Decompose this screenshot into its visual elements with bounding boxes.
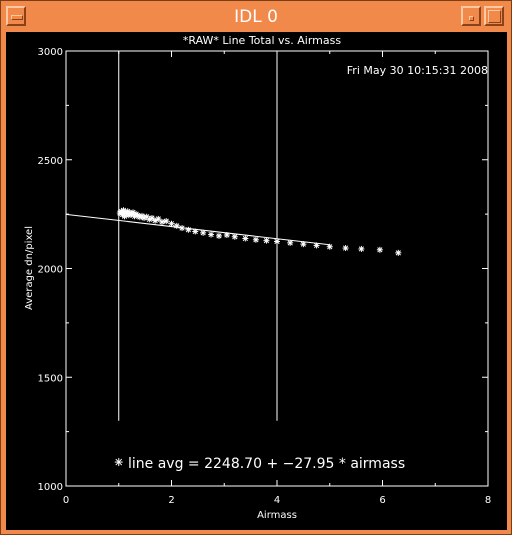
chart-title: *RAW* Line Total vs. Airmass [183, 34, 341, 47]
y-tick-labels: 1000 1500 2000 2500 3000 [38, 47, 63, 493]
data-point [358, 245, 365, 252]
data-point [342, 245, 349, 252]
data-point [208, 231, 215, 238]
vertical-marker-lines [118, 51, 278, 421]
data-point [168, 220, 175, 227]
fit-label-marker [114, 458, 123, 467]
fit-line [65, 213, 330, 246]
data-point [263, 237, 270, 244]
data-point [192, 228, 199, 235]
minimize-icon [469, 16, 474, 21]
data-point [252, 236, 259, 243]
y-axis-label: Average dn/pixel [24, 226, 35, 310]
data-point [300, 241, 307, 248]
data-point [159, 218, 166, 225]
data-point [155, 215, 162, 222]
data-point [223, 232, 230, 239]
x-tick-label: 2 [168, 495, 174, 506]
data-point [274, 238, 280, 245]
window-title: IDL 0 [234, 7, 278, 27]
data-points [116, 207, 402, 256]
data-point [395, 249, 402, 256]
x-tick-label: 4 [274, 495, 280, 506]
y-tick-label: 1500 [38, 373, 63, 384]
data-point [242, 235, 249, 242]
plot-canvas: *RAW* Line Total vs. Airmass Fri May 30 … [6, 32, 507, 530]
x-axis-label: Airmass [257, 510, 297, 521]
data-point [185, 226, 192, 233]
data-point [376, 246, 383, 253]
window-menu-icon [11, 15, 23, 20]
maximize-button[interactable] [484, 6, 504, 26]
x-tick-label: 0 [63, 495, 69, 506]
maximize-icon [488, 10, 501, 23]
data-point [231, 233, 238, 240]
data-point [287, 239, 294, 246]
data-point [313, 242, 320, 249]
y-tick-label: 1000 [38, 482, 63, 493]
y-tick-label: 3000 [38, 47, 63, 58]
timestamp-label: Fri May 30 10:15:31 2008 [347, 64, 488, 77]
data-point [215, 232, 222, 239]
fit-equation-label: line avg = 2248.70 + −27.95 * airmass [128, 456, 405, 472]
y-tick-label: 2000 [38, 265, 63, 276]
legend-star [114, 458, 123, 467]
scatter-plot: *RAW* Line Total vs. Airmass Fri May 30 … [24, 34, 491, 521]
window-menu-button[interactable] [6, 6, 26, 26]
data-point [326, 243, 333, 250]
data-point [179, 225, 186, 232]
x-tick-label: 6 [379, 495, 385, 506]
y-tick-label: 2500 [38, 156, 63, 167]
data-point [200, 229, 207, 236]
data-point [163, 218, 170, 225]
title-bar[interactable]: IDL 0 [4, 4, 508, 30]
data-point [173, 222, 180, 229]
x-tick-label: 8 [485, 495, 491, 506]
x-tick-labels: 0 2 4 6 8 [63, 495, 491, 506]
minimize-button[interactable] [461, 6, 481, 26]
